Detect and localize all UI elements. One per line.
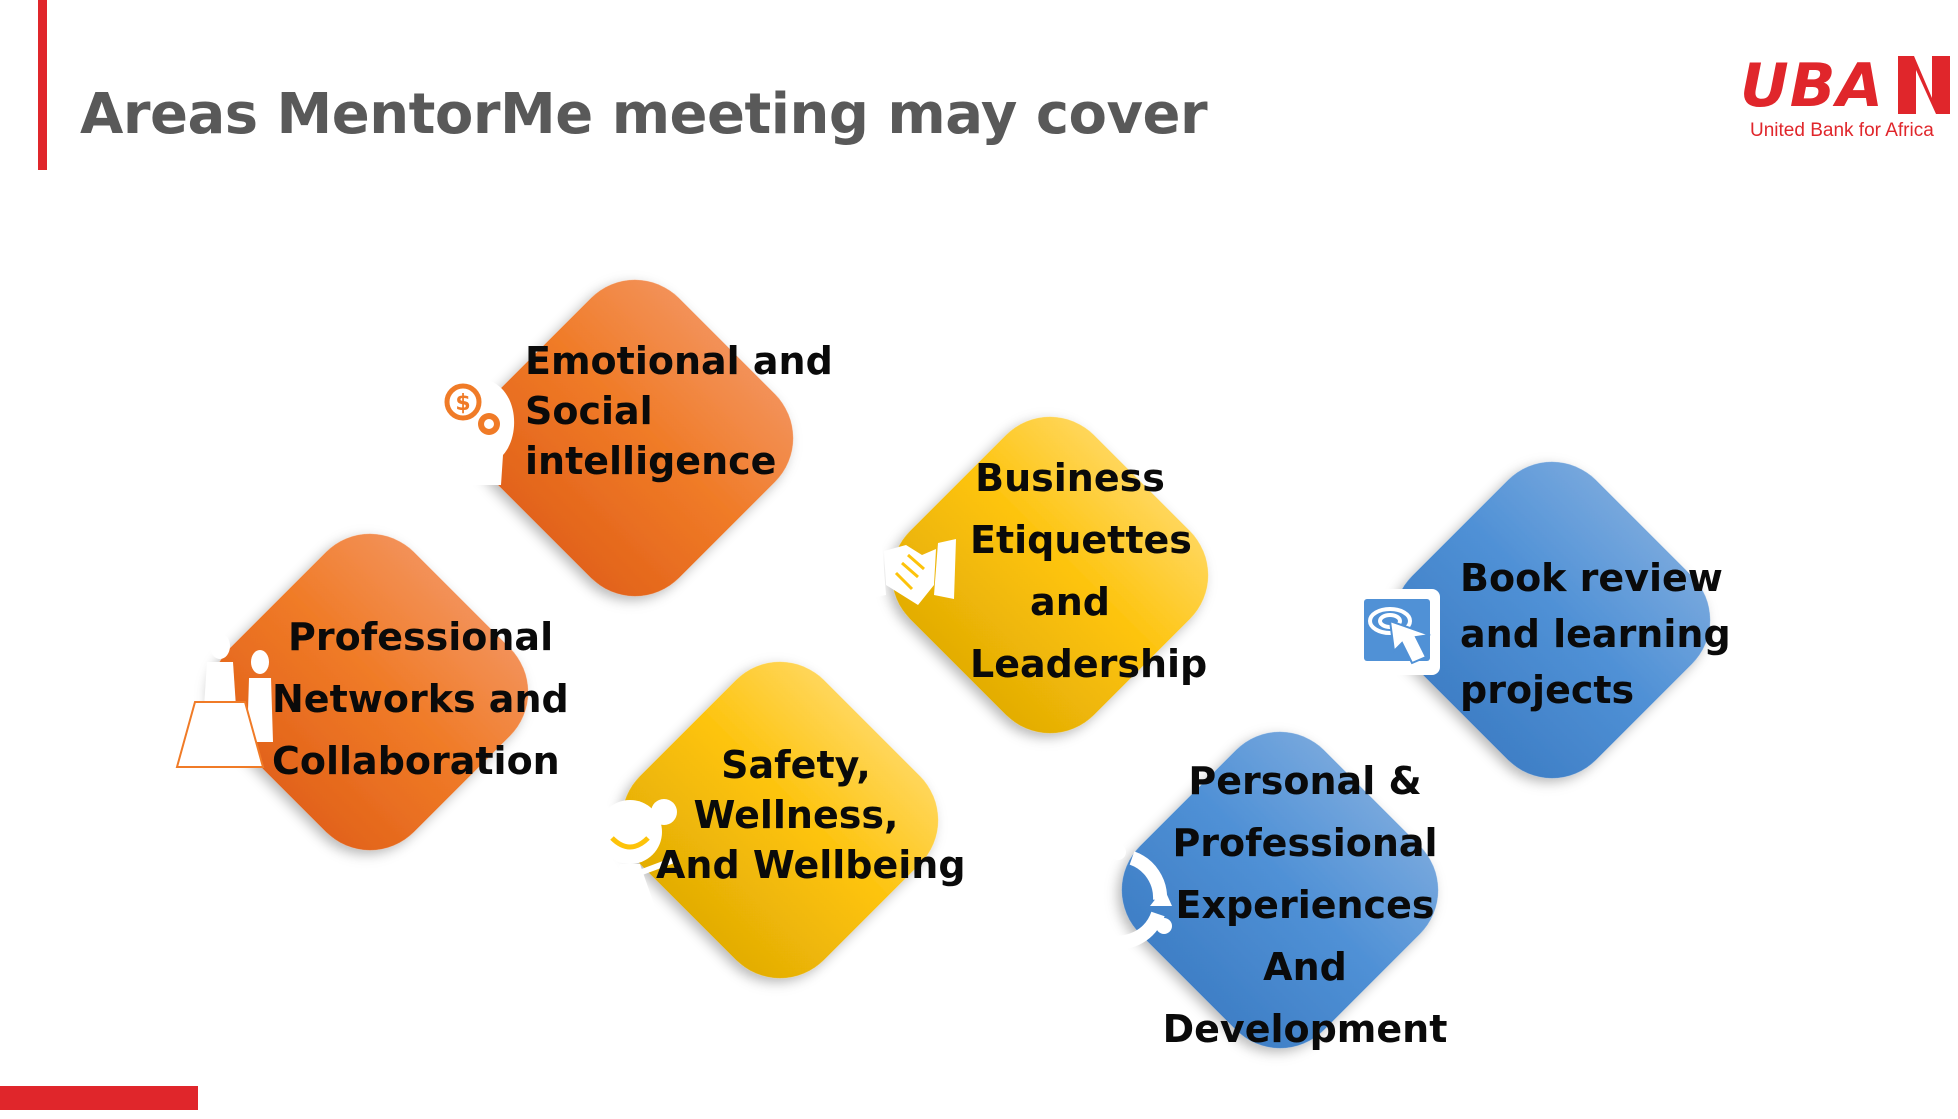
handshake-icon (864, 539, 956, 605)
topic-line: Experiences (1175, 883, 1435, 927)
diamond-shape (1393, 461, 1711, 779)
diamond-shape (211, 533, 529, 851)
topic-line: Book review (1460, 556, 1723, 600)
topic-text: Book review and learning projects (1460, 550, 1731, 718)
topic-personal-development: Personal & Professional Experiences And … (1060, 670, 1500, 1110)
topic-emotional-intelligence: $ Emotional and Social intelligence (415, 218, 855, 658)
topic-professional-networks: Professional Networks and Collaboration (150, 472, 590, 912)
topic-line: Development (1162, 1007, 1448, 1051)
tablet-touch-icon (1354, 589, 1440, 675)
diamond-shape (476, 279, 794, 597)
topic-line: Etiquettes (970, 518, 1192, 562)
logo-word: UBA (1740, 51, 1884, 121)
accent-bar-bottom (0, 1086, 198, 1110)
svg-text:$: $ (455, 391, 470, 416)
topic-line: Personal & (1188, 759, 1422, 803)
topic-line: Wellness, (693, 793, 899, 837)
topic-text: Emotional and Social intelligence (525, 336, 833, 486)
logo-subtitle: United Bank for Africa (1750, 120, 1934, 141)
diamond-shape (1121, 731, 1439, 1049)
topic-line: and (1030, 580, 1110, 624)
topic-line: Collaboration (272, 739, 560, 783)
slide-title: Areas MentorMe meeting may cover (80, 82, 1208, 147)
topic-line: Networks and (272, 677, 569, 721)
topic-line: Emotional and (525, 339, 833, 383)
topic-line: Safety, (721, 743, 871, 787)
topic-line: Social (525, 389, 653, 433)
topic-line: projects (1460, 668, 1635, 712)
uba-logo: UBA United Bank for Africa (1740, 50, 1958, 150)
diamond-shape (891, 416, 1209, 734)
topic-book-review: Book review and learning projects (1332, 400, 1772, 840)
people-cycle-icon (1066, 844, 1172, 952)
topic-safety-wellness: Safety, Wellness, And Wellbeing (560, 600, 1000, 1040)
uba-mark-icon (1898, 56, 1950, 114)
happy-girl-icon (583, 799, 677, 920)
topic-line: And Wellbeing (656, 843, 966, 887)
topic-line: And (1263, 945, 1347, 989)
topic-text: Safety, Wellness, And Wellbeing (656, 740, 966, 890)
accent-bar-top (38, 0, 47, 170)
topic-line: intelligence (525, 439, 777, 483)
topic-line: Professional (288, 615, 554, 659)
topic-business-etiquettes: Business Etiquettes and Leadership (830, 355, 1270, 795)
diamond-shape (621, 661, 939, 979)
topic-line: Business (975, 456, 1165, 500)
head-gears-icon: $ (439, 379, 515, 485)
topic-line: Professional (1172, 821, 1438, 865)
topic-text: Business Etiquettes and Leadership (970, 447, 1208, 695)
topic-text: Professional Networks and Collaboration (272, 606, 569, 792)
topic-text: Personal & Professional Experiences And … (1155, 750, 1455, 1060)
topic-line: Leadership (970, 642, 1208, 686)
meeting-table-icon (167, 633, 273, 768)
topic-line: and learning (1460, 612, 1731, 656)
